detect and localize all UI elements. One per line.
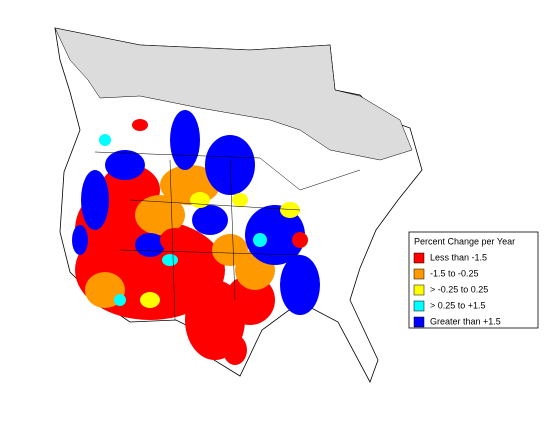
trend-cell — [105, 150, 145, 180]
trend-cell — [72, 225, 88, 255]
trend-cells — [72, 110, 320, 365]
trend-cell — [280, 255, 320, 315]
legend-swatch — [413, 268, 425, 280]
trend-cell — [162, 254, 178, 266]
trend-cell — [114, 294, 126, 306]
trend-cell — [192, 205, 228, 235]
trend-cell — [223, 335, 247, 365]
trend-cell — [160, 228, 190, 252]
trend-cell — [212, 234, 248, 266]
trend-cell — [140, 292, 160, 308]
legend-label: Less than -1.5 — [430, 252, 487, 262]
trend-cell — [280, 202, 300, 218]
legend: Percent Change per Year Less than -1.5 -1… — [408, 231, 539, 329]
legend-swatch — [413, 300, 425, 312]
borders — [94, 151, 361, 321]
legend-label: > -0.25 to 0.25 — [430, 284, 488, 294]
legend-label: > 0.25 to +1.5 — [430, 300, 486, 310]
trend-cell — [135, 195, 185, 235]
legend-box — [408, 231, 539, 329]
legend-label: -1.5 to -0.25 — [430, 268, 479, 278]
trend-cell — [292, 232, 308, 248]
trend-cell — [170, 110, 200, 170]
no-data-region — [54, 27, 413, 161]
trend-cell — [190, 192, 210, 208]
trend-cell — [132, 119, 148, 131]
trend-cell — [81, 170, 109, 230]
trend-cell — [99, 134, 111, 146]
trend-cell — [232, 193, 248, 207]
trend-cell — [135, 233, 165, 257]
trend-cell — [245, 205, 305, 265]
legend-label: Greater than +1.5 — [430, 316, 501, 326]
legend-swatch — [413, 316, 425, 328]
border-line — [94, 151, 361, 191]
border-line — [119, 159, 301, 321]
legend-swatch — [413, 284, 425, 296]
trend-cell — [253, 233, 267, 247]
legend-title: Percent Change per Year — [414, 236, 515, 246]
legend-swatch — [413, 252, 425, 264]
